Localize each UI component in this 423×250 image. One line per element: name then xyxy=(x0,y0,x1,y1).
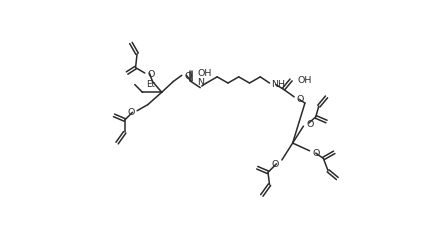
Text: OH: OH xyxy=(197,68,212,78)
Text: OH: OH xyxy=(297,76,312,85)
Text: O: O xyxy=(184,72,192,80)
Text: O: O xyxy=(147,69,154,78)
Text: O: O xyxy=(127,108,135,116)
Text: O: O xyxy=(307,120,314,129)
Text: O: O xyxy=(272,159,279,168)
Text: O: O xyxy=(313,148,320,157)
Text: Et: Et xyxy=(146,79,155,88)
Text: O: O xyxy=(297,94,304,104)
Text: N: N xyxy=(197,78,204,87)
Text: NH: NH xyxy=(271,79,285,88)
